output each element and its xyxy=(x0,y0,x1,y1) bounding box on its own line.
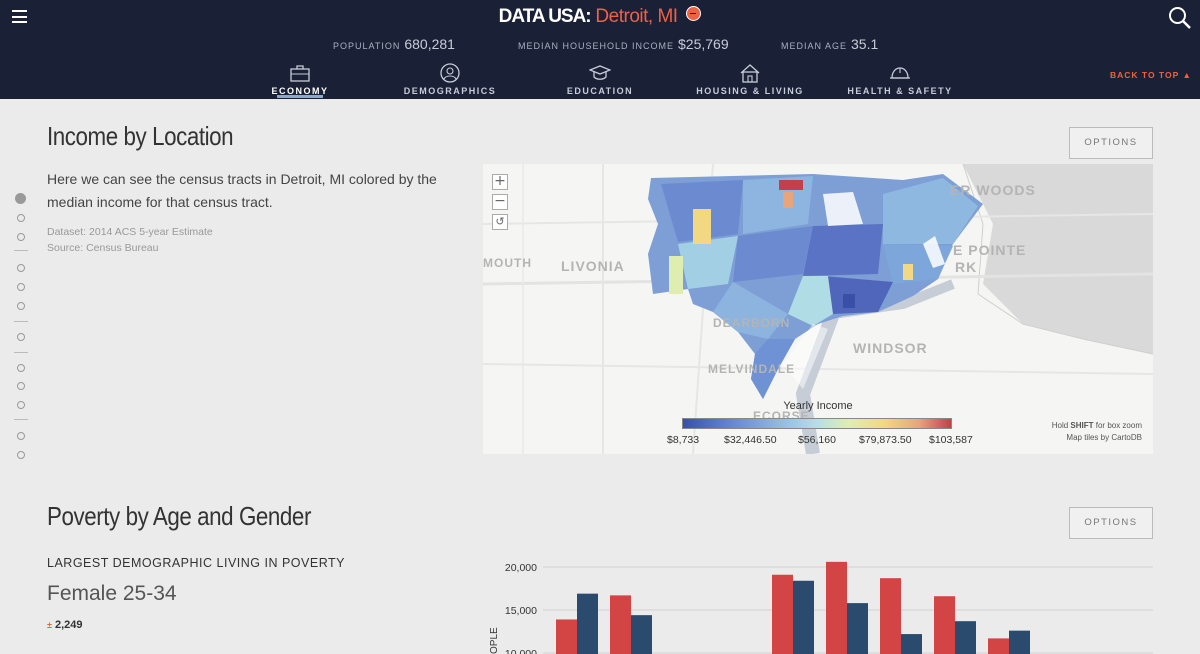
tab-housing-living[interactable]: HOUSING & LIVING xyxy=(670,62,830,96)
section-dot[interactable] xyxy=(17,283,25,291)
brand-title: DATA USA: Detroit, MI xyxy=(0,6,1200,28)
active-tab-indicator xyxy=(277,95,323,98)
poverty-bar[interactable] xyxy=(880,578,901,654)
section-dot[interactable] xyxy=(17,214,25,222)
map-label-livonia: LIVONIA xyxy=(561,258,625,274)
poverty-stat-heading: LARGEST DEMOGRAPHIC LIVING IN POVERTY xyxy=(47,556,345,570)
dot-divider xyxy=(14,321,28,322)
map-label-windsor: WINDSOR xyxy=(853,340,928,356)
hamburger-menu-icon[interactable] xyxy=(12,10,27,23)
map-label-grosse-pointe-woods: ER WOODS xyxy=(950,182,1036,198)
map-label-dearborn: DEARBORN xyxy=(713,316,791,330)
dot-divider xyxy=(14,250,28,251)
tab-economy[interactable]: ECONOMY xyxy=(220,62,380,98)
section-dot[interactable] xyxy=(17,432,25,440)
census-tract-choropleth[interactable] xyxy=(648,174,983,399)
income-options-button[interactable]: OPTIONS xyxy=(1069,127,1153,159)
map-label-grosse-pointe-park: RK xyxy=(955,259,978,275)
source-label: Source: Census Bureau xyxy=(47,242,159,254)
section-tabs: ECONOMY DEMOGRAPHICS EDUCATION HOUSING &… xyxy=(0,62,1200,99)
site-header: DATA USA: Detroit, MI POPULATION 680,281 … xyxy=(0,0,1200,99)
poverty-stat-moe: ±2,249 xyxy=(47,619,83,631)
search-icon[interactable] xyxy=(1168,6,1192,30)
box-zoom-hint: Hold SHIFT for box zoom xyxy=(1051,421,1142,430)
place-name: Detroit, MI xyxy=(595,6,678,27)
y-tick-label: 20,000 xyxy=(505,562,537,574)
change-place-icon[interactable] xyxy=(686,6,702,21)
briefcase-icon xyxy=(290,65,310,82)
poverty-section-title: Poverty by Age and Gender xyxy=(47,501,311,531)
section-dot[interactable] xyxy=(17,333,25,341)
y-tick-label: 10,000 xyxy=(505,648,537,654)
section-dot[interactable] xyxy=(17,401,25,409)
section-dot[interactable] xyxy=(17,451,25,459)
legend-tick: $32,446.50 xyxy=(724,434,777,446)
section-dot[interactable] xyxy=(17,364,25,372)
stat-bar: POPULATION 680,281 MEDIAN HOUSEHOLD INCOM… xyxy=(0,36,1200,54)
section-dot[interactable] xyxy=(17,233,25,241)
stat-median-income: MEDIAN HOUSEHOLD INCOME $25,769 xyxy=(518,36,729,52)
section-dot[interactable] xyxy=(17,382,25,390)
zoom-in-button[interactable]: + xyxy=(492,174,508,190)
poverty-bar[interactable] xyxy=(934,596,955,654)
globe-people-icon xyxy=(440,63,460,83)
dataset-label: Dataset: 2014 ACS 5-year Estimate xyxy=(47,226,213,238)
y-tick-label: 15,000 xyxy=(505,605,537,617)
map-attribution[interactable]: Map tiles by CartoDB xyxy=(1066,433,1142,442)
poverty-bar[interactable] xyxy=(577,593,598,654)
income-section-title: Income by Location xyxy=(47,121,234,151)
graduation-cap-icon xyxy=(589,65,611,80)
map-basemap[interactable] xyxy=(483,164,1153,454)
poverty-bar[interactable] xyxy=(556,619,577,654)
tab-demographics[interactable]: DEMOGRAPHICS xyxy=(370,62,530,96)
poverty-stat-value: Female 25-34 xyxy=(47,582,177,605)
legend-tick: $103,587 xyxy=(929,434,973,446)
poverty-bar[interactable] xyxy=(1009,630,1030,654)
legend-tick: $8,733 xyxy=(667,434,700,446)
income-description: Here we can see the census tracts in Det… xyxy=(47,171,437,210)
income-map[interactable]: LIVONIA MOUTH DEARBORN WINDSOR MELVINDAL… xyxy=(483,164,1153,454)
stat-population: POPULATION 680,281 xyxy=(333,36,455,52)
dot-divider xyxy=(14,352,28,353)
legend-title: Yearly Income xyxy=(783,400,853,412)
map-label-grosse-pointe: E POINTE xyxy=(953,242,1027,258)
stat-median-age: MEDIAN AGE 35.1 xyxy=(781,36,879,52)
tab-health-safety[interactable]: HEALTH & SAFETY xyxy=(820,62,980,96)
section-dot[interactable] xyxy=(15,193,26,204)
map-label-plymouth: MOUTH xyxy=(483,256,532,270)
dot-divider xyxy=(14,419,28,420)
site-logo[interactable]: DATA USA: xyxy=(498,6,592,27)
poverty-bar[interactable] xyxy=(610,595,631,654)
income-color-scale xyxy=(682,418,952,429)
helmet-icon xyxy=(890,67,910,79)
y-axis-label: OPLE xyxy=(489,627,500,654)
legend-tick: $79,873.50 xyxy=(859,434,912,446)
poverty-bar[interactable] xyxy=(847,603,868,654)
map-label-melvindale: MELVINDALE xyxy=(708,362,796,376)
poverty-bar[interactable] xyxy=(955,621,976,654)
house-icon xyxy=(740,64,760,83)
poverty-options-button[interactable]: OPTIONS xyxy=(1069,507,1153,539)
poverty-bar[interactable] xyxy=(826,561,847,654)
reset-view-button[interactable]: ↺ xyxy=(492,214,508,230)
poverty-bar[interactable] xyxy=(793,580,814,654)
poverty-bar[interactable] xyxy=(772,574,793,654)
poverty-bar[interactable] xyxy=(631,615,652,654)
section-dot[interactable] xyxy=(17,264,25,272)
section-dot[interactable] xyxy=(17,302,25,310)
tab-education[interactable]: EDUCATION xyxy=(520,62,680,96)
poverty-bar[interactable] xyxy=(901,634,922,654)
back-to-top-link[interactable]: BACK TO TOP ▲ xyxy=(1110,70,1192,80)
poverty-bar-chart: 20,000 15,000 10,000 OPLE xyxy=(489,561,1153,654)
poverty-bar[interactable] xyxy=(988,638,1009,654)
zoom-out-button[interactable]: − xyxy=(492,194,508,210)
legend-tick: $56,160 xyxy=(798,434,836,446)
